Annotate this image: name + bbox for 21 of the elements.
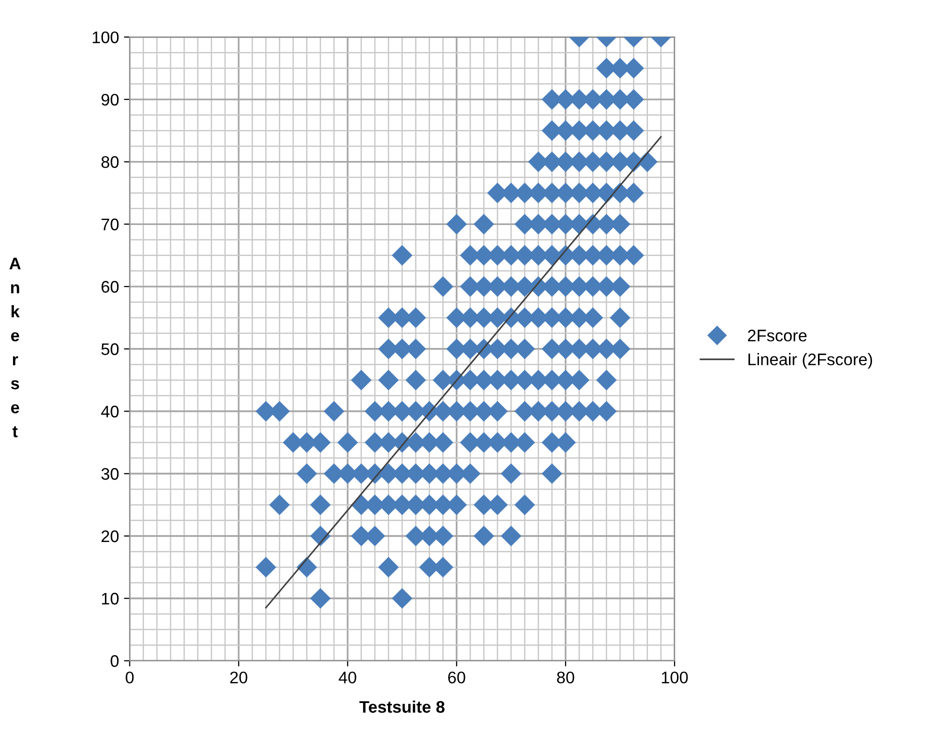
y-tick-label: 0: [110, 655, 119, 667]
x-tick-label: 100: [662, 672, 688, 684]
x-tick-label: 80: [557, 672, 574, 684]
x-tick-label: 40: [338, 672, 356, 684]
x-tick-label: 20: [230, 672, 248, 684]
y-tick-label: 60: [102, 280, 119, 293]
y-tick-label: 20: [102, 530, 119, 542]
x-tick-label: 0: [126, 672, 134, 684]
y-tick-label: 100: [92, 31, 119, 44]
x-axis-title: Testsuite 8: [359, 700, 445, 713]
x-tick-label: 60: [448, 672, 466, 684]
y-tick-label: 50: [101, 343, 119, 356]
y-tick-label: 70: [102, 218, 119, 230]
y-tick-label: 90: [102, 94, 119, 106]
y-tick-label: 10: [102, 592, 119, 605]
y-tick-label: 30: [101, 468, 119, 480]
y-axis-title: Ankerset: [9, 258, 21, 438]
legend-label: Lineair (2Fscore): [748, 353, 872, 369]
legend-label: 2Fscore: [748, 330, 807, 342]
y-tick-label: 80: [101, 156, 119, 168]
y-tick-label: 40: [101, 406, 119, 418]
